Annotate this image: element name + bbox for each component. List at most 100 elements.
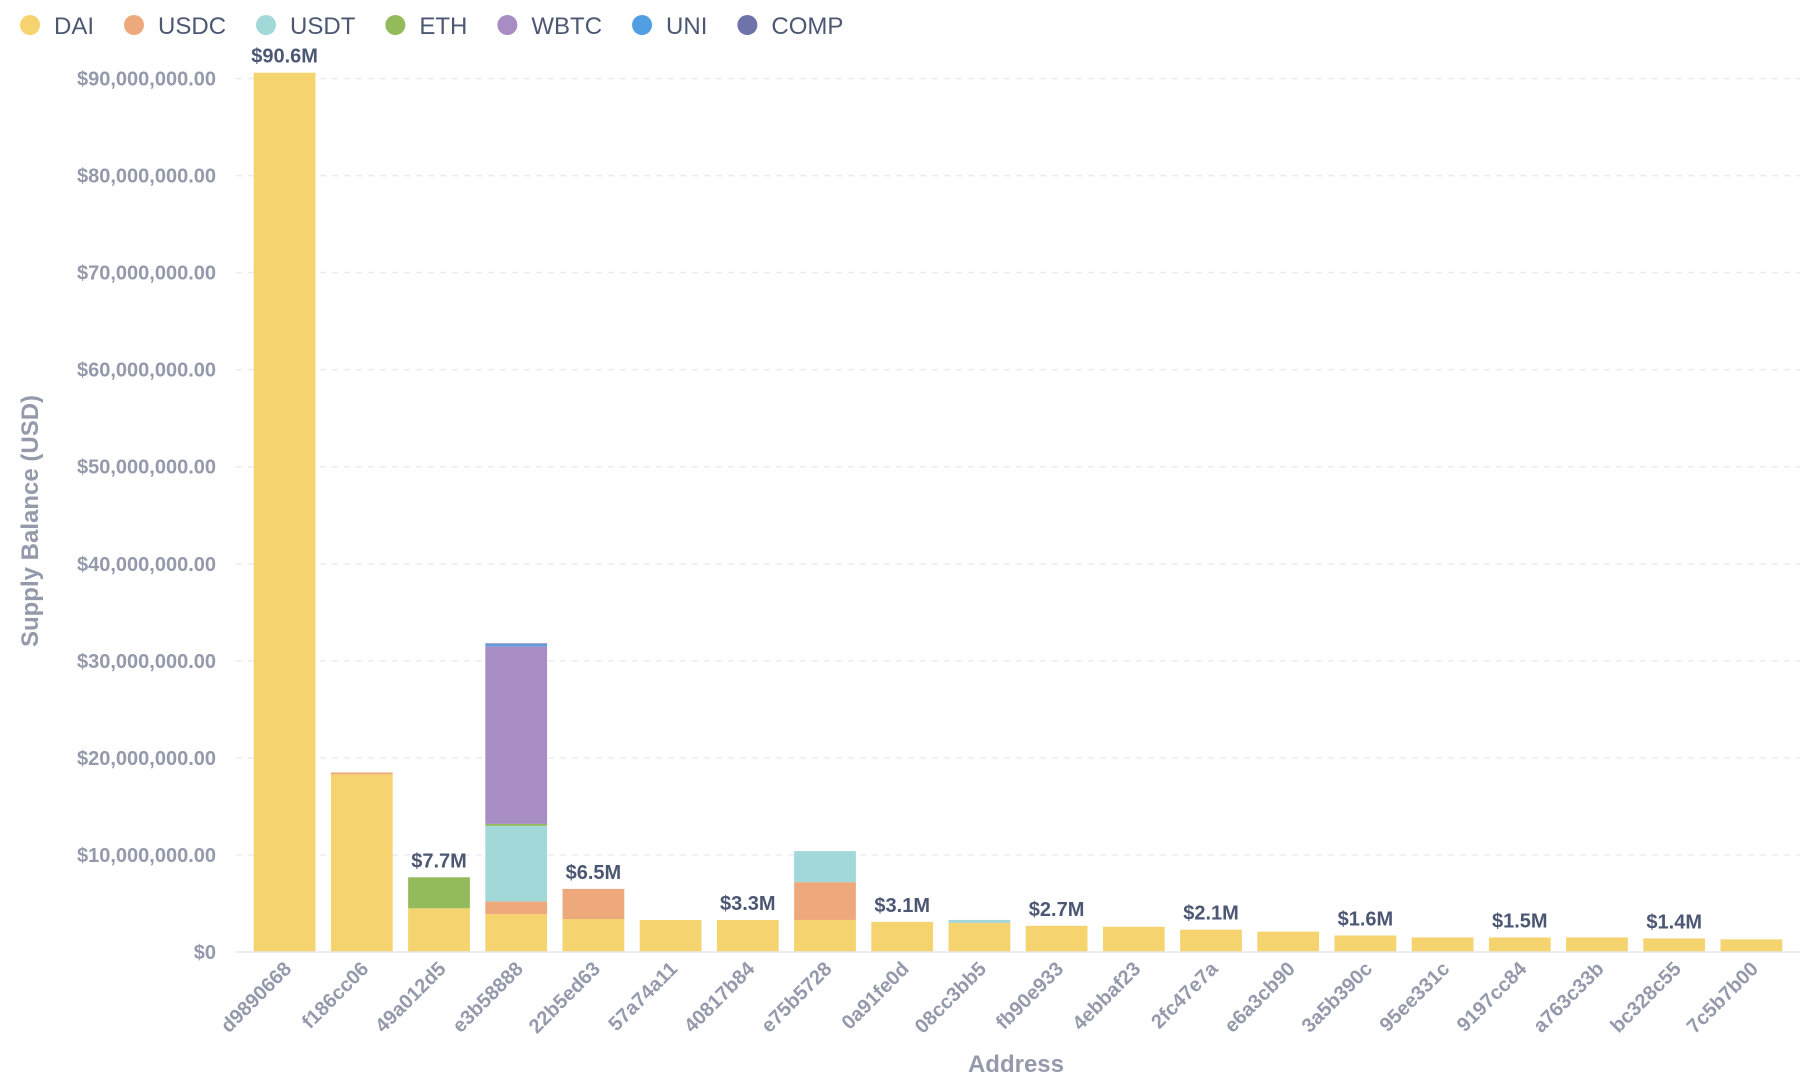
bar-stack-7c5b7b00[interactable] [1720, 939, 1783, 952]
bar-segment-dai[interactable] [1102, 926, 1165, 952]
bar-segment-wbtc[interactable] [485, 646, 548, 824]
bar-segment-comp[interactable] [485, 643, 548, 645]
x-tick-label: 9197cc84 [1453, 957, 1532, 1036]
bar-segment-dai[interactable] [1566, 937, 1628, 952]
bar-segment-dai[interactable] [716, 919, 779, 952]
bar-segment-usdc[interactable] [562, 888, 625, 920]
bar-segment-dai[interactable] [948, 922, 1011, 952]
bar-segment-eth[interactable] [485, 823, 548, 826]
legend-item-uni[interactable]: UNI [632, 13, 707, 40]
bar-stack-e3b58888[interactable] [485, 643, 548, 952]
bar-segment-eth[interactable] [408, 877, 470, 909]
bar-total-label: $1.6M [1338, 909, 1394, 931]
legend-label: DAI [54, 13, 94, 40]
bar-stack-2fc47e7a[interactable] [1180, 929, 1242, 952]
x-tick-label: d9890668 [217, 958, 296, 1037]
y-tick-label: $60,000,000.00 [77, 360, 216, 382]
bar-segment-dai[interactable] [253, 72, 316, 953]
bar-stack-08cc3bb5[interactable] [948, 919, 1011, 952]
bar-segment-dai[interactable] [330, 774, 393, 952]
bar-stack-95ee331c[interactable] [1411, 937, 1474, 952]
x-tick-label: 49a012d5 [371, 958, 450, 1037]
x-tick-label: e75b5728 [757, 958, 836, 1037]
bar-segment-usdc[interactable] [330, 772, 393, 775]
bar-segment-dai[interactable] [1488, 937, 1551, 952]
legend-label: UNI [666, 13, 707, 40]
x-tick-label: 22b5ed63 [525, 958, 605, 1038]
bar-segment-dai[interactable] [1720, 939, 1783, 952]
bar-stack-49a012d5[interactable] [408, 877, 470, 952]
legend-swatch [124, 15, 145, 35]
bar-segment-dai[interactable] [1411, 937, 1474, 952]
legend-item-eth[interactable]: ETH [385, 13, 467, 40]
bar-total-label: $90.6M [251, 46, 318, 68]
x-tick-label: f186cc06 [298, 958, 373, 1033]
y-tick-label: $90,000,000.00 [77, 69, 216, 91]
legend-item-wbtc[interactable]: WBTC [497, 13, 602, 40]
x-tick-label: 57a74a11 [604, 958, 682, 1036]
bar-stack-0a91fe0d[interactable] [871, 921, 934, 952]
bar-stack-e6a3cb90[interactable] [1257, 931, 1320, 952]
bar-stack-a763c33b[interactable] [1566, 937, 1628, 952]
x-tick-label: 95ee331c [1376, 958, 1454, 1036]
x-tick-label: bc328c55 [1606, 958, 1685, 1037]
legend-swatch [497, 15, 518, 35]
y-tick-label: $70,000,000.00 [77, 263, 216, 285]
bar-segment-usdc[interactable] [794, 882, 856, 920]
bar-segment-usdc[interactable] [485, 901, 548, 915]
bar-stack-bc328c55[interactable] [1643, 938, 1706, 952]
legend-swatch [632, 15, 653, 35]
bar-segment-dai[interactable] [1334, 935, 1397, 952]
y-tick-label: $80,000,000.00 [77, 166, 216, 188]
bar-total-label: $7.7M [411, 850, 467, 872]
bar-stack-d9890668[interactable] [253, 72, 316, 953]
bar-segment-dai[interactable] [1025, 925, 1088, 952]
legend-item-usdt[interactable]: USDT [256, 13, 356, 40]
x-tick-label: 40817b84 [680, 957, 760, 1037]
bar-total-label: $1.4M [1646, 911, 1702, 933]
bar-stack-57a74a11[interactable] [639, 919, 702, 952]
bar-stack-9197cc84[interactable] [1488, 937, 1551, 952]
bar-segment-dai[interactable] [794, 919, 856, 952]
bar-segment-usdt[interactable] [485, 825, 548, 902]
gridlines [236, 77, 1800, 856]
bar-segment-dai[interactable] [408, 908, 470, 952]
legend-label: USDT [290, 13, 356, 40]
bar-segment-usdt[interactable] [794, 851, 856, 883]
bar-stack-22b5ed63[interactable] [562, 888, 625, 952]
legend-item-usdc[interactable]: USDC [124, 13, 226, 40]
bar-segment-usdt[interactable] [948, 919, 1011, 923]
bar-stack-f186cc06[interactable] [330, 772, 393, 952]
bar-segment-dai[interactable] [871, 921, 934, 952]
bar-stack-3a5b390c[interactable] [1334, 935, 1397, 952]
bar-segment-dai[interactable] [1180, 929, 1242, 952]
x-tick-label: 7c5b7b00 [1683, 958, 1763, 1038]
y-tick-label: $0 [194, 942, 216, 964]
bar-segment-uni[interactable] [485, 644, 548, 647]
bar-segment-dai[interactable] [562, 919, 625, 952]
bar-segment-dai[interactable] [1643, 938, 1706, 952]
bars [253, 72, 1783, 953]
y-axis-ticks: $0 $10,000,000.00 $20,000,000.00 $30,000,00… [77, 69, 216, 964]
bar-total-label: $2.7M [1029, 899, 1085, 921]
bar-total-label: $2.1M [1183, 903, 1239, 925]
y-tick-label: $40,000,000.00 [77, 554, 216, 576]
bar-segment-dai[interactable] [1257, 931, 1320, 952]
bar-segment-dai[interactable] [639, 919, 702, 952]
x-tick-label: e3b58888 [448, 958, 527, 1037]
legend-item-dai[interactable]: DAI [20, 13, 94, 40]
bar-stack-4ebbaf23[interactable] [1102, 926, 1165, 952]
legend-swatch [20, 15, 40, 35]
legend-item-comp[interactable]: COMP [737, 13, 843, 40]
bar-stack-e75b5728[interactable] [794, 851, 856, 952]
bar-stack-40817b84[interactable] [716, 919, 779, 952]
x-tick-label: 2fc47e7a [1147, 957, 1223, 1033]
y-tick-label: $30,000,000.00 [77, 651, 216, 673]
bar-stack-fb90e933[interactable] [1025, 925, 1088, 952]
bar-total-label: $1.5M [1492, 910, 1548, 932]
bar-segment-dai[interactable] [485, 914, 548, 952]
bar-total-label: $3.1M [874, 895, 930, 917]
legend-swatch [737, 15, 758, 35]
x-tick-label: 08cc3bb5 [911, 958, 991, 1038]
